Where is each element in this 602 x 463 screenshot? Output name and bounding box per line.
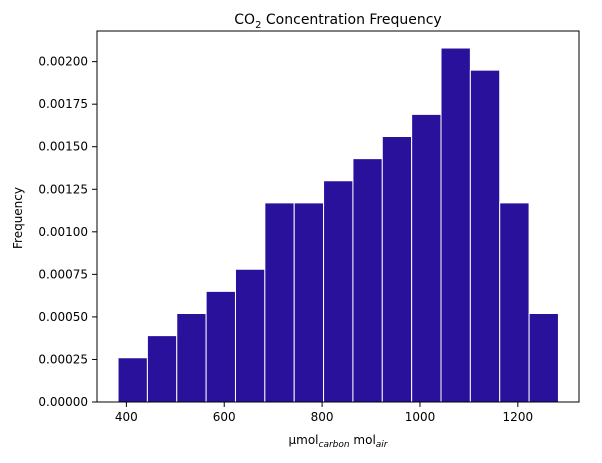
x-tick-label: 1200 [503, 410, 534, 424]
histogram-bar [146, 335, 178, 403]
plot-frame [96, 30, 580, 403]
histogram-bar [234, 268, 266, 403]
y-tick-label: 0.00200 [38, 55, 88, 69]
histogram-bar [440, 47, 471, 403]
y-tick-label: 0.00025 [38, 352, 88, 366]
chart-title: CO2 Concentration Frequency [234, 12, 441, 31]
histogram-bar [499, 202, 530, 403]
y-tick-label: 0.00150 [38, 140, 88, 154]
histogram-bar [381, 136, 413, 403]
x-axis-label-sub1: carbon [319, 440, 350, 450]
x-axis-label-base1: µmol [289, 433, 319, 447]
chart-title-prefix: CO [234, 12, 255, 28]
x-axis-label-sub2: air [376, 440, 389, 450]
x-axis-label-base2: mol [350, 433, 376, 447]
histogram-bar [205, 290, 236, 403]
y-axis-label: Frequency [11, 187, 25, 249]
histogram-bar [117, 357, 148, 403]
x-tick-label: 400 [115, 410, 138, 424]
histogram-bar [352, 158, 383, 403]
y-tick-label: 0.00000 [38, 395, 88, 409]
y-axis-ticks: 0.00000 0.00025 0.00050 0.00075 0.00100 0.001… [38, 55, 97, 409]
y-tick-label: 0.00050 [38, 310, 88, 324]
histogram-bar [323, 180, 354, 403]
x-axis-ticks: 400 600 800 1000 1200 [115, 402, 533, 424]
histogram-bar [411, 113, 442, 403]
axes [96, 30, 580, 403]
histogram-bar [528, 313, 559, 403]
histogram-bar [264, 202, 295, 403]
x-tick-label: 1000 [405, 410, 436, 424]
y-tick-label: 0.00125 [38, 182, 88, 196]
x-tick-label: 600 [213, 410, 236, 424]
histogram-bar [293, 202, 325, 403]
histogram-bar [176, 313, 207, 403]
x-axis-label: µmolcarbon molair [289, 433, 389, 450]
y-tick-label: 0.00175 [38, 97, 88, 111]
y-tick-label: 0.00100 [38, 225, 88, 239]
y-tick-label: 0.00075 [38, 267, 88, 281]
x-tick-label: 800 [311, 410, 334, 424]
histogram-bar [469, 69, 501, 403]
chart-title-suffix: Concentration Frequency [261, 12, 441, 28]
chart-title-subscript: 2 [255, 20, 261, 31]
histogram-bars [117, 47, 559, 403]
